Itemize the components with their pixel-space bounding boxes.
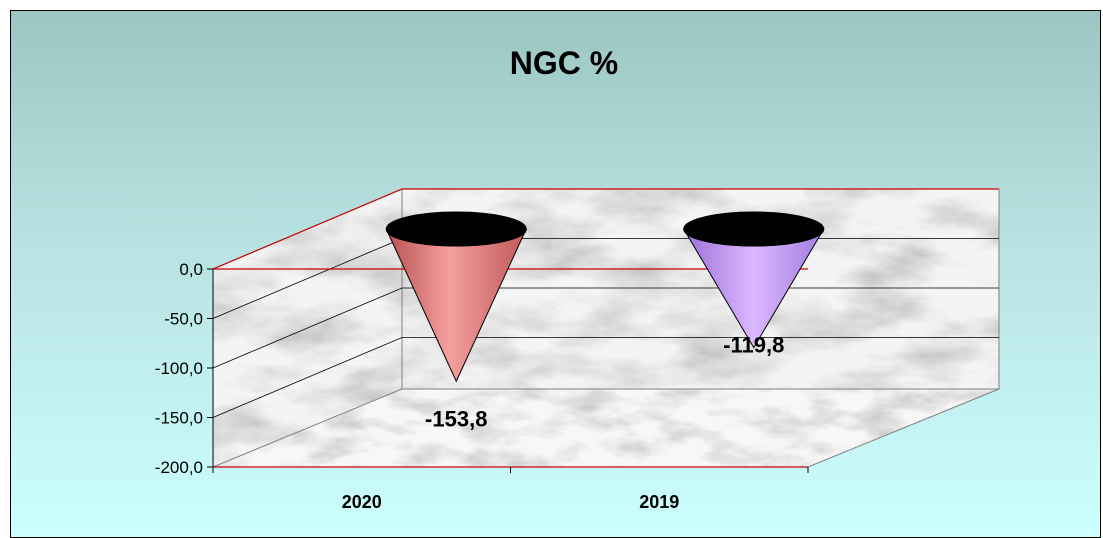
cone-top <box>385 211 527 247</box>
cone-top <box>683 211 825 247</box>
x-tick-label: 2020 <box>342 492 382 512</box>
chart-svg: NGC % 0,0-50,0-100,0-150,0-200,0 -153,8-… <box>155 45 1000 512</box>
axes: 0,0 -50,0 -100,0 -150,0 -200,0 <box>155 260 809 477</box>
x-tick-label: 2019 <box>639 492 679 512</box>
data-label: -153,8 <box>425 406 487 431</box>
labels: -153,8 -119,8 2020 2019 <box>342 333 785 512</box>
chart-frame: NGC % 0,0 -50,0 -100,0 -150,0 -200,0 -153,8-… <box>10 10 1101 538</box>
zero-gridline <box>212 188 999 270</box>
y-tick-label: -200,0 <box>155 458 203 477</box>
gridline <box>212 337 999 418</box>
chart-title: NGC % <box>510 45 618 81</box>
y-tick-label: 0,0 <box>179 260 203 279</box>
data-label: -119,8 <box>723 333 784 358</box>
y-tick-label: -50,0 <box>164 310 203 329</box>
gridline <box>212 287 999 369</box>
floor-side-edge <box>212 388 403 468</box>
y-tick-label: -100,0 <box>155 359 203 378</box>
y-tick-label: -150,0 <box>155 409 203 428</box>
cones <box>385 211 825 383</box>
